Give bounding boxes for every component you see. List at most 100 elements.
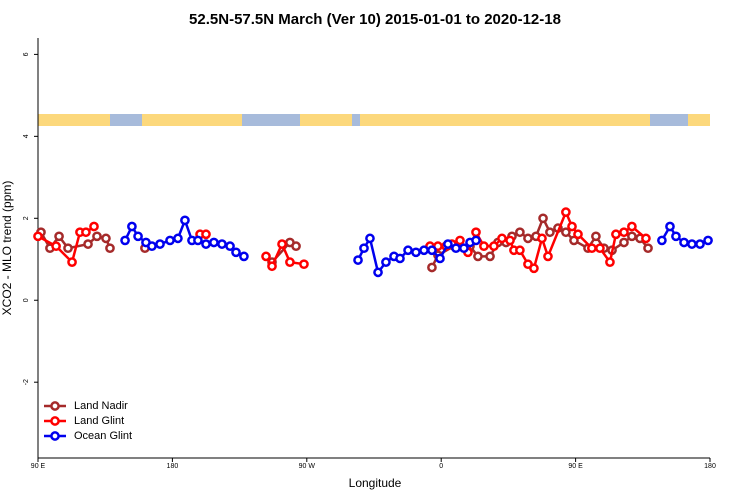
point <box>105 243 115 254</box>
point <box>165 235 175 246</box>
y-tick-label: 6 <box>23 52 30 56</box>
point <box>173 233 183 244</box>
point <box>561 227 571 238</box>
point <box>643 243 653 254</box>
x-tick-label: 90 E <box>31 463 46 470</box>
point <box>419 245 429 256</box>
point <box>147 241 157 252</box>
legend-label: Land Nadir <box>74 400 128 412</box>
point <box>537 233 547 244</box>
point <box>365 233 375 244</box>
point <box>538 213 548 224</box>
point <box>587 243 597 254</box>
point <box>591 231 601 242</box>
point <box>497 233 507 244</box>
point <box>359 243 369 254</box>
point <box>515 245 525 256</box>
point <box>427 262 437 273</box>
point <box>67 257 77 267</box>
point <box>427 245 437 256</box>
point <box>51 241 61 252</box>
point <box>81 227 91 238</box>
point <box>703 235 713 246</box>
point <box>471 227 481 238</box>
chart-title: 52.5N-57.5N March (Ver 10) 2015-01-01 to… <box>189 11 561 28</box>
point <box>201 229 211 240</box>
point <box>101 233 111 244</box>
x-tick-label: 180 <box>167 463 179 470</box>
point <box>679 237 689 248</box>
point <box>485 251 495 262</box>
y-axis-label: XCO2 - MLO trend (ppm) <box>0 181 14 316</box>
point <box>411 247 421 258</box>
point <box>611 229 621 240</box>
land-ocean-strip <box>38 114 710 126</box>
x-axis-label: Longitude <box>349 476 402 490</box>
point <box>459 243 469 254</box>
point <box>561 207 571 217</box>
point <box>543 251 553 262</box>
point <box>92 231 102 242</box>
point <box>515 227 525 238</box>
point <box>627 221 637 232</box>
point <box>201 239 211 249</box>
point <box>471 235 481 246</box>
point <box>687 239 697 249</box>
point <box>641 233 651 244</box>
y-tick-label: 4 <box>23 134 30 138</box>
point <box>505 235 515 246</box>
point <box>567 221 577 232</box>
point <box>63 243 73 254</box>
point <box>120 235 130 246</box>
legend-marker <box>50 416 60 426</box>
point <box>373 267 383 278</box>
point <box>451 243 461 254</box>
point <box>217 239 227 249</box>
point <box>299 259 309 270</box>
point <box>529 263 539 274</box>
point <box>489 241 499 252</box>
point <box>155 239 165 249</box>
point <box>180 215 190 226</box>
land-band <box>142 114 242 126</box>
point <box>671 231 681 242</box>
point <box>627 231 637 242</box>
point <box>353 255 363 265</box>
point <box>291 241 301 252</box>
point <box>605 257 615 267</box>
point <box>455 235 465 246</box>
point <box>127 221 137 232</box>
point <box>89 221 99 232</box>
y-tick-label: -2 <box>23 379 30 385</box>
legend-label: Land Glint <box>74 415 124 427</box>
legend-marker <box>50 431 60 441</box>
point <box>403 245 413 256</box>
point <box>479 241 489 252</box>
point <box>133 231 143 242</box>
legend-marker <box>50 401 60 411</box>
y-tick-label: 0 <box>23 298 30 302</box>
point <box>435 253 445 264</box>
x-tick-label: 0 <box>439 463 443 470</box>
x-tick-label: 90 W <box>299 463 316 470</box>
y-tick-label: 2 <box>23 216 30 220</box>
point <box>261 251 271 262</box>
point <box>54 231 64 242</box>
point <box>193 235 203 246</box>
point <box>239 251 249 262</box>
point <box>665 221 675 232</box>
land-band <box>688 114 710 126</box>
point <box>267 261 277 272</box>
point <box>573 229 583 240</box>
point <box>277 239 287 249</box>
point <box>657 235 667 246</box>
point <box>225 241 235 252</box>
point <box>619 227 629 238</box>
point <box>443 239 453 249</box>
point <box>395 253 405 264</box>
legend-label: Ocean Glint <box>74 430 132 442</box>
x-tick-label: 180 <box>704 463 716 470</box>
point <box>473 251 483 262</box>
point <box>209 237 219 248</box>
